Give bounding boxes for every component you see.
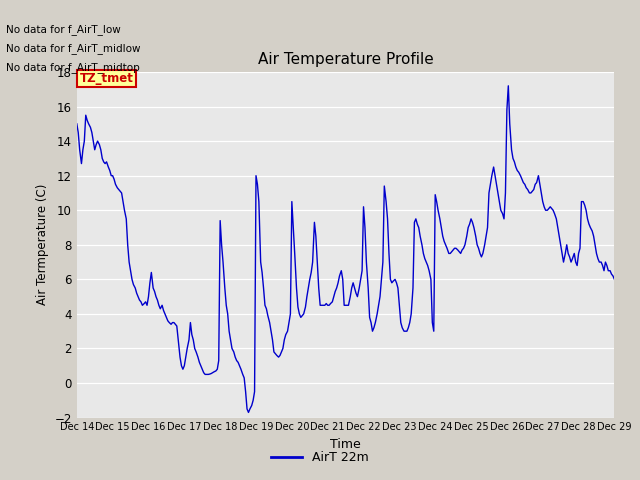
X-axis label: Time: Time: [330, 438, 361, 451]
Text: No data for f_AirT_midlow: No data for f_AirT_midlow: [6, 43, 141, 54]
Y-axis label: Air Termperature (C): Air Termperature (C): [36, 184, 49, 305]
Title: Air Temperature Profile: Air Temperature Profile: [258, 52, 433, 67]
Text: TZ_tmet: TZ_tmet: [79, 72, 133, 85]
Text: No data for f_AirT_midtop: No data for f_AirT_midtop: [6, 62, 140, 73]
Legend: AirT 22m: AirT 22m: [266, 446, 374, 469]
Text: No data for f_AirT_low: No data for f_AirT_low: [6, 24, 121, 35]
